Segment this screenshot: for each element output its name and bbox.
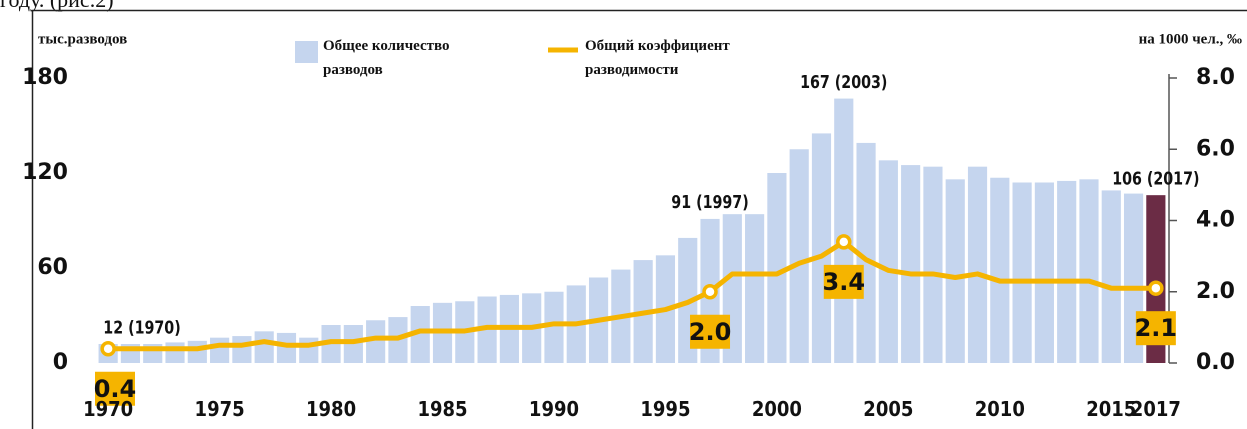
y2-tick-label: 2.0 — [1196, 279, 1235, 304]
bar — [187, 340, 207, 363]
x-tick-label: 2015 — [1086, 398, 1136, 421]
y-axis-label: тыс.разводов — [38, 31, 127, 47]
bar — [1101, 190, 1121, 363]
line — [108, 239, 1156, 352]
value-label-box — [95, 371, 135, 406]
y-tick-label: 120 — [22, 160, 68, 185]
bar-label: 106 (2017) — [1112, 167, 1199, 188]
point-marker — [702, 284, 718, 300]
bar — [276, 332, 297, 363]
bar — [232, 336, 252, 363]
x-tick-label: 2010 — [975, 398, 1025, 421]
bar — [990, 177, 1010, 363]
bar — [856, 142, 876, 363]
bar — [544, 291, 564, 363]
bar-label: 12 (1970) — [103, 316, 180, 337]
x-tick-label: 2000 — [752, 398, 802, 421]
x-tick-label: 2005 — [863, 398, 913, 421]
y2-axis-label: на 1000 чел., ‰ — [1139, 31, 1242, 47]
bar — [165, 342, 185, 363]
bar — [767, 173, 787, 363]
y2-tick-label: 8.0 — [1196, 65, 1235, 90]
bar — [811, 133, 832, 363]
x-tick-label: 1990 — [529, 398, 579, 421]
point-marker — [1148, 280, 1164, 296]
point-marker — [836, 234, 852, 250]
bar — [745, 214, 765, 363]
y2-tick-label: 0.0 — [1196, 350, 1235, 375]
x-tick-label: 1980 — [306, 398, 356, 421]
bar-label: 167 (2003) — [800, 71, 887, 92]
legend-label: Общий коэффициент разводимости — [585, 38, 730, 78]
bar — [789, 149, 809, 363]
point-marker — [100, 341, 116, 357]
value-label: 3.4 — [823, 268, 866, 296]
bar — [1079, 179, 1099, 363]
bar — [1034, 182, 1054, 363]
value-label-box — [823, 264, 864, 299]
y2-tick-label: 4.0 — [1196, 208, 1235, 233]
y-tick-label: 0 — [53, 350, 68, 375]
bar — [923, 166, 943, 363]
bar — [254, 331, 274, 363]
bar-label: 91 (1997) — [671, 191, 748, 212]
x-tick-label: 2017 — [1131, 398, 1181, 421]
bar — [366, 320, 386, 363]
x-tick-label: 1970 — [83, 398, 133, 421]
bar — [1012, 182, 1032, 363]
value-label: 2.1 — [1135, 314, 1178, 342]
bar — [834, 98, 854, 363]
bar — [878, 160, 898, 363]
bar — [901, 165, 921, 363]
legend-label: Общее количество разводов — [323, 38, 450, 78]
value-label-box — [690, 314, 731, 349]
y-tick-label: 60 — [37, 255, 68, 280]
x-tick-label: 1975 — [195, 398, 245, 421]
bar — [410, 306, 430, 363]
bar — [967, 166, 988, 363]
value-label: 0.4 — [94, 375, 137, 403]
x-tick-label: 1985 — [417, 398, 467, 421]
caption: году. (рис.2) — [0, 0, 114, 12]
y2-tick-label: 6.0 — [1196, 136, 1235, 161]
x-tick-label: 1995 — [640, 398, 690, 421]
frame — [31, 9, 1247, 429]
bar — [210, 337, 230, 363]
legend-swatch — [295, 41, 318, 63]
bar — [299, 337, 319, 363]
y-tick-label: 180 — [22, 65, 68, 90]
value-label-box — [1135, 311, 1176, 346]
value-label: 2.0 — [689, 318, 732, 346]
bar — [1057, 180, 1077, 363]
bar — [945, 179, 965, 363]
